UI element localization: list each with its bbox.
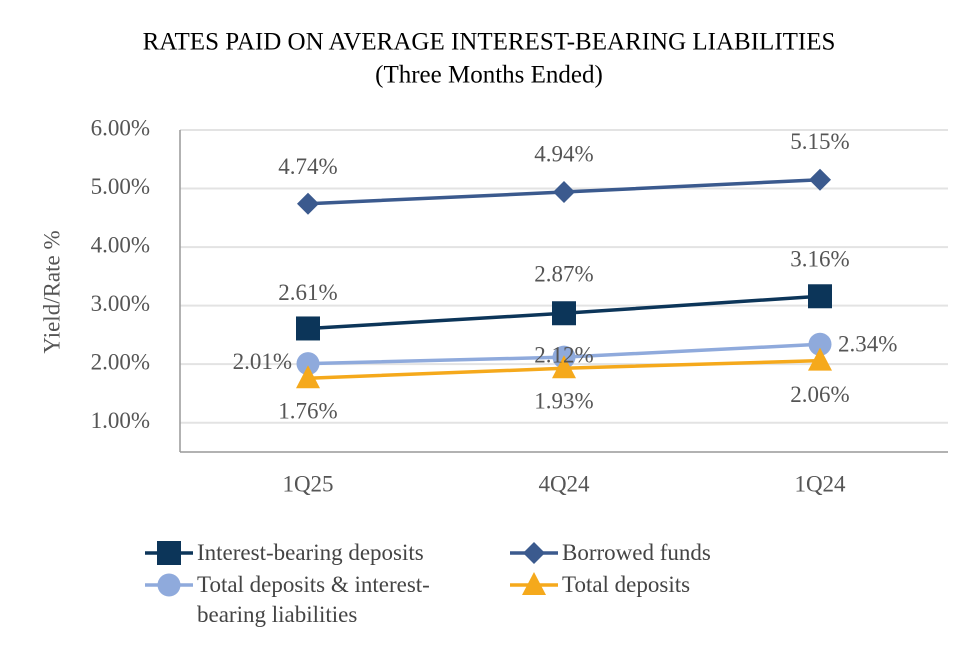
- data-point: [808, 284, 832, 309]
- y-tick-label: 1.00%: [91, 408, 150, 433]
- data-label: 2.12%: [534, 342, 593, 367]
- data-point: [808, 347, 832, 371]
- legend-label: Interest-bearing deposits: [197, 540, 424, 565]
- data-point: [296, 365, 320, 389]
- data-point: [809, 168, 831, 191]
- chart-subtitle: (Three Months Ended): [375, 62, 603, 89]
- x-tick-label: 4Q24: [538, 471, 590, 496]
- legend-symbol: [157, 573, 181, 597]
- legend-marker: [510, 572, 558, 595]
- data-label: 3.16%: [790, 247, 849, 272]
- legend-label: Borrowed funds: [562, 540, 711, 565]
- y-tick-label: 4.00%: [91, 232, 150, 257]
- data-point: [296, 316, 320, 341]
- data-label: 5.15%: [790, 129, 849, 154]
- legend-item: Interest-bearing deposits: [145, 538, 477, 568]
- x-tick-label: 1Q25: [282, 471, 333, 496]
- y-tick-label: 2.00%: [91, 349, 150, 374]
- data-label: 1.76%: [278, 399, 337, 424]
- data-label: 2.06%: [790, 382, 849, 407]
- legend-symbol: [157, 541, 181, 565]
- data-point: [552, 301, 576, 326]
- legend-symbol: [523, 542, 545, 564]
- chart-title: RATES PAID ON AVERAGE INTEREST-BEARING L…: [143, 29, 836, 56]
- y-tick-label: 6.00%: [91, 115, 150, 140]
- data-point: [296, 352, 320, 376]
- data-point: [297, 192, 319, 215]
- y-tick-label: 5.00%: [91, 174, 150, 199]
- legend-label: Total deposits: [562, 572, 691, 597]
- legend-symbol: [522, 572, 546, 595]
- legend-marker: [145, 541, 193, 565]
- data-label: 2.87%: [534, 262, 593, 287]
- y-axis-label: Yield/Rate %: [39, 230, 64, 353]
- legend-label: Total deposits & interest-bearing liabil…: [197, 572, 430, 627]
- data-label: 4.94%: [534, 141, 593, 166]
- legend-marker: [145, 573, 193, 597]
- data-point: [808, 332, 832, 356]
- legend-item: Total deposits: [510, 570, 842, 600]
- legend-item: Borrowed funds: [510, 538, 842, 568]
- data-point: [553, 181, 575, 204]
- x-tick-label: 1Q24: [794, 471, 846, 496]
- data-label: 2.61%: [278, 280, 337, 305]
- data-label: 2.34%: [838, 332, 897, 357]
- data-label: 1.93%: [534, 389, 593, 414]
- y-tick-label: 3.00%: [91, 291, 150, 316]
- legend-item: Total deposits & interest-bearing liabil…: [145, 570, 477, 630]
- legend-marker: [510, 542, 558, 564]
- data-label: 2.01%: [233, 349, 292, 374]
- data-label: 4.74%: [278, 154, 337, 179]
- data-point: [552, 355, 576, 379]
